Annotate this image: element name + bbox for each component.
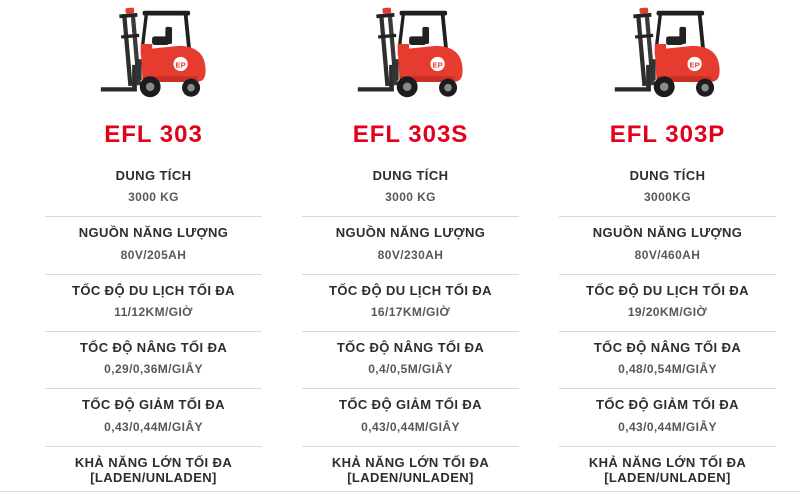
ep-brand-logo: EP [432,60,442,69]
spec-label: NGUỒN NĂNG LƯỢNG [78,225,229,241]
spec-row-gradeability: KHẢ NĂNG LỚN TỐI ĐA [LADEN/UNLADEN] 20/2… [302,447,519,494]
spec-label: TỐC ĐỘ DU LỊCH TỐI ĐA [72,282,235,298]
spec-value: 0,43/0,44M/GIÂY [618,419,717,434]
spec-label-line1: KHẢ NĂNG LỚN TỐI ĐA [74,454,233,470]
forklift-product-image[interactable]: EP [93,0,215,108]
spec-label: TỐC ĐỘ NÂNG TỐI ĐA [336,339,485,355]
spec-row-travel-speed: TỐC ĐỘ DU LỊCH TỐI ĐA 11/12KM/GIỜ [45,275,262,332]
spec-value: 3000KG [643,190,692,205]
spec-label: TỐC ĐỘ GIẢM TỐI ĐA [596,397,739,413]
spec-label: TỐC ĐỘ GIẢM TỐI ĐA [82,397,225,413]
spec-row-lower-speed: TỐC ĐỘ GIẢM TỐI ĐA 0,43/0,44M/GIÂY [45,389,262,447]
spec-row-gradeability: KHẢ NĂNG LỚN TỐI ĐA [LADEN/UNLADEN] 22/2… [559,447,776,494]
spec-value: 80V/205AH [120,247,187,262]
spec-row-power: NGUỒN NĂNG LƯỢNG 80V/205AH [45,217,262,275]
spec-label: DUNG TÍCH [372,168,449,183]
spec-label: TỐC ĐỘ NÂNG TỐI ĐA [79,339,228,355]
spec-label-line1: KHẢ NĂNG LỚN TỐI ĐA [331,454,490,470]
spec-row-capacity: DUNG TÍCH 3000 KG [302,160,519,218]
spec-value: 0,43/0,44M/GIÂY [361,419,460,434]
spec-label: KHẢ NĂNG LỚN TỐI ĐA [LADEN/UNLADEN] [302,455,519,486]
product-column-efl-303s: EP EFL 303S DUNG TÍCH 3000 KG NGUỒN NĂNG… [302,0,519,494]
forklift-icon: EP [100,7,206,98]
spec-row-capacity: DUNG TÍCH 3000KG [559,160,776,218]
spec-label: TỐC ĐỘ DU LỊCH TỐI ĐA [586,282,749,298]
spec-value: 11/12KM/GIỜ [114,304,193,319]
spec-row-capacity: DUNG TÍCH 3000 KG [45,160,262,218]
spec-row-gradeability: KHẢ NĂNG LỚN TỐI ĐA [LADEN/UNLADEN] 15/1… [45,447,262,494]
spec-row-travel-speed: TỐC ĐỘ DU LỊCH TỐI ĐA 19/20KM/GIỜ [559,275,776,332]
spec-value: 3000 KG [385,190,436,205]
spec-label: TỐC ĐỘ GIẢM TỐI ĐA [339,397,482,413]
spec-value: 0,43/0,44M/GIÂY [104,419,203,434]
spec-label-line2: [LADEN/UNLADEN] [604,469,731,485]
spec-value: 0,4/0,5M/GIÂY [368,362,453,377]
spec-label-line1: KHẢ NĂNG LỚN TỐI ĐA [588,454,747,470]
spec-value: 0,29/0,36M/GIÂY [104,362,203,377]
spec-value: 80V/460AH [634,247,701,262]
spec-label-line2: [LADEN/UNLADEN] [90,469,217,485]
spec-label: TỐC ĐỘ NÂNG TỐI ĐA [593,339,742,355]
model-title[interactable]: EFL 303S [352,121,469,148]
spec-table: DUNG TÍCH 3000 KG NGUỒN NĂNG LƯỢNG 80V/2… [302,160,519,494]
product-column-efl-303: EP EFL 303 DUNG TÍCH 3000 KG NGUỒN NĂNG … [45,0,262,494]
ep-brand-logo: EP [689,60,699,69]
spec-value: 16/17KM/GIỜ [370,304,451,319]
spec-value: 19/20KM/GIỜ [627,304,708,319]
spec-row-travel-speed: TỐC ĐỘ DU LỊCH TỐI ĐA 16/17KM/GIỜ [302,275,519,332]
spec-table: DUNG TÍCH 3000 KG NGUỒN NĂNG LƯỢNG 80V/2… [45,160,262,494]
spec-row-lower-speed: TỐC ĐỘ GIẢM TỐI ĐA 0,43/0,44M/GIÂY [559,389,776,447]
spec-label: KHẢ NĂNG LỚN TỐI ĐA [LADEN/UNLADEN] [45,455,262,486]
ep-brand-logo: EP [175,60,185,69]
spec-row-lift-speed: TỐC ĐỘ NÂNG TỐI ĐA 0,29/0,36M/GIÂY [45,332,262,390]
spec-label: KHẢ NĂNG LỚN TỐI ĐA [LADEN/UNLADEN] [559,455,776,486]
spec-label: TỐC ĐỘ DU LỊCH TỐI ĐA [329,282,492,298]
spec-row-lift-speed: TỐC ĐỘ NÂNG TỐI ĐA 0,4/0,5M/GIÂY [302,332,519,390]
comparison-board: EP EFL 303 DUNG TÍCH 3000 KG NGUỒN NĂNG … [45,0,776,494]
forklift-icon: EP [614,7,720,98]
spec-row-power: NGUỒN NĂNG LƯỢNG 80V/460AH [559,217,776,275]
bottom-divider [0,491,800,492]
spec-value: 3000 KG [128,190,179,205]
spec-value: 0,48/0,54M/GIÂY [618,362,717,377]
spec-row-power: NGUỒN NĂNG LƯỢNG 80V/230AH [302,217,519,275]
forklift-product-image[interactable]: EP [607,0,729,108]
forklift-product-image[interactable]: EP [350,0,472,108]
model-title[interactable]: EFL 303P [609,121,726,148]
spec-row-lower-speed: TỐC ĐỘ GIẢM TỐI ĐA 0,43/0,44M/GIÂY [302,389,519,447]
spec-row-lift-speed: TỐC ĐỘ NÂNG TỐI ĐA 0,48/0,54M/GIÂY [559,332,776,390]
spec-label-line2: [LADEN/UNLADEN] [347,469,474,485]
spec-label: NGUỒN NĂNG LƯỢNG [592,225,743,241]
spec-value: 80V/230AH [377,247,444,262]
spec-label: NGUỒN NĂNG LƯỢNG [335,225,486,241]
forklift-icon: EP [357,7,463,98]
spec-label: DUNG TÍCH [115,168,192,183]
product-column-efl-303p: EP EFL 303P DUNG TÍCH 3000KG NGUỒN NĂNG … [559,0,776,494]
spec-table: DUNG TÍCH 3000KG NGUỒN NĂNG LƯỢNG 80V/46… [559,160,776,494]
model-title[interactable]: EFL 303 [104,121,203,148]
spec-label: DUNG TÍCH [629,168,706,183]
